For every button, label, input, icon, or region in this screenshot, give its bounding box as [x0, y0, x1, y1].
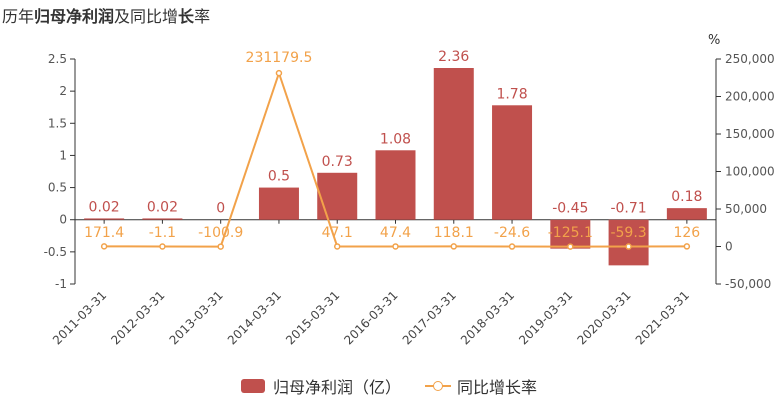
legend-item-line[interactable]: 同比增长率	[425, 374, 537, 398]
x-axis-tick-label: 2017-03-31	[400, 288, 459, 347]
bar-value-label: 2.36	[438, 49, 469, 65]
legend-line-swatch-icon	[425, 379, 451, 393]
growth-point	[508, 243, 516, 250]
legend-bar-label: 归母净利润（亿）	[272, 378, 401, 397]
bar-value-label: 0	[216, 201, 225, 217]
right-axis-unit: %	[708, 33, 720, 48]
left-axis-tick-label: -0.5	[44, 245, 67, 259]
growth-value-label: -24.6	[494, 225, 530, 241]
x-axis-tick-label: 2018-03-31	[458, 288, 517, 347]
bar-value-label: 0.18	[671, 189, 702, 205]
x-axis-tick-label: 2011-03-31	[50, 288, 109, 347]
x-axis-tick-label: 2019-03-31	[516, 288, 575, 347]
line-group	[100, 69, 691, 250]
x-axis-tick-label: 2013-03-31	[167, 288, 226, 347]
bar-value-label: -0.71	[610, 201, 646, 217]
labels-group: 0.02 0.02 0 0.5 0.73 1.08 2.36 1.78 -0.45 -0.71 0.…	[84, 49, 702, 241]
left-axis-tick-label: 1.5	[48, 116, 67, 130]
bar-value-label: 0.02	[147, 199, 178, 215]
x-axis-tick-label: 2020-03-31	[574, 288, 633, 347]
x-axis-tick-label: 2015-03-31	[283, 288, 342, 347]
bar-value-label: 0.02	[89, 199, 120, 215]
left-axis-tick-label: 2.5	[48, 52, 67, 66]
growth-point	[159, 243, 166, 250]
right-axis-tick-label: 250,000	[725, 52, 775, 66]
legend: 归母净利润（亿） 同比增长率	[0, 374, 778, 398]
growth-point	[392, 243, 399, 250]
legend-line-label: 同比增长率	[457, 378, 538, 397]
bar-value-label: 1.08	[380, 131, 411, 147]
growth-value-label: 231179.5	[246, 50, 313, 66]
growth-value-label: 126	[673, 225, 700, 241]
growth-point	[450, 243, 458, 250]
bar	[258, 187, 299, 220]
left-axis-tick-label: 0.5	[48, 181, 67, 195]
bar-value-label: 1.78	[496, 86, 527, 102]
bar-value-label: 0.73	[322, 154, 353, 170]
growth-value-label: 118.1	[434, 225, 474, 241]
growth-point	[625, 243, 632, 250]
title-part-1: 历年	[2, 7, 35, 26]
left-axis-tick-label: 1	[59, 148, 67, 162]
growth-value-label: -100.9	[198, 225, 243, 241]
x-axis-tick-label: 2016-03-31	[341, 288, 400, 347]
bar	[492, 105, 533, 220]
bar	[142, 218, 183, 220]
growth-point	[100, 243, 108, 250]
bars-group	[84, 68, 707, 266]
right-axis-tick-label: 50,000	[725, 202, 767, 216]
title-part-2: 归母净利润	[34, 7, 115, 26]
growth-point	[567, 243, 574, 250]
growth-value-label: -125.1	[548, 225, 593, 241]
bar	[375, 150, 416, 220]
legend-item-bar[interactable]: 归母净利润（亿）	[240, 374, 401, 398]
right-axis-tick-label: 200,000	[725, 90, 775, 104]
x-axis-tick-label: 2012-03-31	[108, 288, 167, 347]
growth-point	[275, 69, 283, 77]
title-part-3: 及同比增	[114, 7, 179, 26]
left-axis-tick-label: 2	[59, 84, 67, 98]
x-axis-tick-label: 2014-03-31	[225, 288, 284, 347]
growth-point	[333, 243, 341, 250]
bar	[433, 68, 474, 220]
growth-point	[683, 243, 691, 250]
right-axis-tick-label: 0	[725, 240, 733, 254]
left-axis-tick-label: 0	[59, 213, 67, 227]
growth-value-label: 47.1	[322, 225, 353, 241]
bar	[666, 208, 707, 220]
bar	[608, 219, 649, 266]
chart-title: 历年归母净利润及同比增长率	[2, 3, 210, 27]
legend-bar-swatch-icon	[240, 379, 265, 393]
right-axis-tick-label: -50,000	[725, 277, 771, 291]
growth-value-label: 47.4	[380, 225, 411, 241]
growth-point	[217, 243, 224, 250]
bar	[317, 172, 358, 220]
bar-value-label: -0.45	[552, 201, 588, 217]
right-axis-tick-label: 150,000	[725, 127, 775, 141]
bar	[84, 218, 125, 220]
x-axis-tick-label: 2021-03-31	[633, 288, 692, 347]
right-axis-tick-label: 100,000	[725, 165, 775, 179]
bar-value-label: 0.5	[268, 169, 290, 185]
growth-value-label: -1.1	[149, 225, 176, 241]
title-part-4: 长	[178, 7, 195, 26]
growth-value-label: 171.4	[84, 225, 124, 241]
left-axis-tick-label: -1	[55, 277, 67, 291]
title-part-5: 率	[194, 7, 211, 26]
growth-value-label: -59.3	[610, 225, 646, 241]
